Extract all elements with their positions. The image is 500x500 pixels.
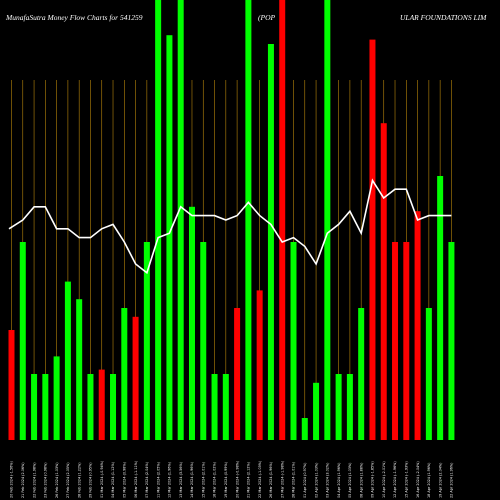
bar bbox=[392, 242, 399, 440]
chart-title-right: ULAR FOUNDATIONS LIM bbox=[400, 13, 487, 22]
bar bbox=[8, 330, 15, 440]
x-tick-label: 15 Apr 2024 (-1.93%) bbox=[405, 461, 409, 498]
x-tick-label: 04 Mar 2024 (1.12%) bbox=[111, 461, 115, 498]
chart-title-left: MunafaSutra Money Flow Charts for 541259 bbox=[5, 13, 143, 22]
x-tick-label: 15 Mar 2024 (2.01%) bbox=[201, 461, 205, 498]
bar bbox=[403, 242, 410, 440]
x-tick-label: 22 Feb 2024 (1.98%) bbox=[32, 462, 36, 498]
x-tick-label: 13 Mar 2024 (3.56%) bbox=[179, 461, 183, 498]
bar bbox=[42, 374, 49, 440]
x-tick-label: 03 Apr 2024 (3.02%) bbox=[326, 462, 330, 498]
bar bbox=[166, 35, 173, 440]
x-tick-label: 11 Mar 2024 (2.05%) bbox=[156, 461, 160, 498]
x-tick-label: 06 Mar 2024 (-1.11%) bbox=[134, 460, 138, 498]
bar bbox=[313, 382, 320, 440]
x-tick-label: 12 Apr 2024 (-1.96%) bbox=[393, 461, 397, 498]
x-tick-label: 19 Apr 2024 (2.04%) bbox=[438, 462, 442, 498]
x-tick-label: 09 Apr 2024 (-1.85%) bbox=[371, 461, 375, 498]
bar bbox=[121, 308, 128, 440]
x-tick-label: 26 Mar 2024 (1.96%) bbox=[269, 461, 273, 498]
x-tick-label: 18 Apr 2024 (1.96%) bbox=[427, 462, 431, 498]
x-tick-label: 19 Mar 2024 (0.99%) bbox=[224, 461, 228, 498]
x-tick-label: 22 Mar 2024 (-1.03%) bbox=[258, 460, 262, 498]
x-tick-label: 28 Mar 2024 (1.01%) bbox=[292, 461, 296, 498]
bar bbox=[267, 44, 274, 440]
bar bbox=[301, 418, 308, 440]
x-tick-label: 27 Mar 2024 (-1.98%) bbox=[280, 460, 284, 498]
x-tick-label: 02 Apr 2024 (1.03%) bbox=[314, 462, 318, 498]
bar bbox=[110, 374, 117, 440]
bar bbox=[245, 0, 252, 440]
x-tick-label: 20 Feb 2024 (-1.56%) bbox=[10, 461, 14, 498]
bar bbox=[98, 369, 105, 440]
bar bbox=[256, 290, 263, 440]
x-tick-label: 07 Mar 2024 (2.04%) bbox=[145, 461, 149, 498]
x-tick-label: 05 Apr 2024 (1.03%) bbox=[348, 462, 352, 498]
bar bbox=[76, 299, 83, 440]
x-tick-label: 10 Apr 2024 (-2.01%) bbox=[382, 461, 386, 498]
x-tick-label: 26 Feb 2024 (1.03%) bbox=[55, 462, 59, 498]
x-tick-label: 28 Feb 2024 (1.22%) bbox=[77, 462, 81, 498]
x-tick-label: 21 Mar 2024 (2.12%) bbox=[247, 461, 251, 498]
x-tick-label: 01 Mar 2024 (-0.94%) bbox=[100, 460, 104, 498]
x-tick-label: 16 Apr 2024 (-2.04%) bbox=[416, 461, 420, 498]
bar bbox=[155, 0, 162, 440]
bar bbox=[200, 242, 207, 440]
money-flow-line bbox=[8, 178, 452, 275]
bar bbox=[290, 242, 297, 440]
bar bbox=[211, 374, 218, 440]
bar bbox=[64, 281, 71, 440]
x-tick-label: 12 Mar 2024 (1.96%) bbox=[168, 461, 172, 498]
bar bbox=[234, 308, 241, 440]
bar bbox=[358, 308, 365, 440]
x-tick-label: 05 Mar 2024 (0.98%) bbox=[123, 461, 127, 498]
x-tick-label: 18 Mar 2024 (1.02%) bbox=[213, 461, 217, 498]
bar bbox=[369, 39, 376, 440]
bar bbox=[448, 242, 455, 440]
x-tick-label: 20 Mar 2024 (-0.98%) bbox=[235, 460, 239, 498]
bar bbox=[31, 374, 38, 440]
bar bbox=[132, 316, 139, 440]
bar bbox=[19, 242, 26, 440]
x-tick-label: 14 Mar 2024 (1.96%) bbox=[190, 461, 194, 498]
x-tick-label: 01 Apr 2024 (0.97%) bbox=[303, 462, 307, 498]
bar bbox=[279, 0, 286, 440]
bar-series bbox=[8, 0, 455, 440]
x-tick-label: 04 Apr 2024 (1.96%) bbox=[337, 462, 341, 498]
x-tick-label: 21 Feb 2024 (2.06%) bbox=[21, 462, 25, 498]
bar bbox=[324, 0, 331, 440]
bar bbox=[380, 123, 387, 440]
bar bbox=[143, 242, 150, 440]
x-tick-label: 27 Feb 2024 (2.05%) bbox=[66, 462, 70, 498]
bar bbox=[87, 374, 94, 440]
bar bbox=[346, 374, 353, 440]
x-tick-labels: 20 Feb 2024 (-1.56%) 21 Feb 2024 (2.06%) 2… bbox=[10, 460, 454, 498]
x-tick-label: 23 Feb 2024 (0.98%) bbox=[44, 462, 48, 498]
bar bbox=[177, 0, 184, 440]
x-tick-label: 08 Apr 2024 (1.88%) bbox=[359, 462, 363, 498]
x-tick-label: 22 Apr 2024 (1.96%) bbox=[450, 462, 454, 498]
bar bbox=[335, 374, 342, 440]
bar bbox=[437, 176, 444, 440]
bar bbox=[222, 374, 229, 440]
bar bbox=[414, 211, 421, 440]
bar bbox=[425, 308, 432, 440]
bar bbox=[188, 206, 195, 440]
chart-title-mid: (POP bbox=[258, 13, 275, 22]
bar bbox=[53, 356, 60, 440]
x-tick-label: 29 Feb 2024 (0.95%) bbox=[89, 462, 93, 498]
